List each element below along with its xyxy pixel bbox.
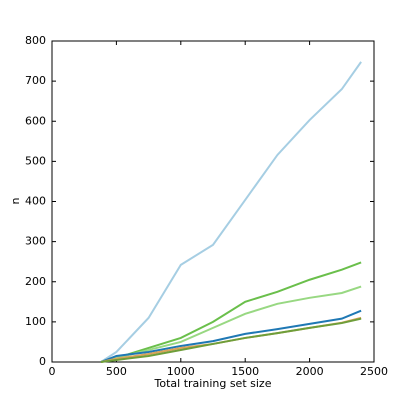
- y-tick-label: 300: [25, 235, 46, 248]
- y-tick-label: 500: [25, 154, 46, 167]
- y-tick-label: 800: [25, 34, 46, 47]
- y-tick-label: 200: [25, 275, 46, 288]
- y-axis-label: n: [9, 197, 22, 204]
- series-line: [100, 309, 362, 363]
- x-tick-label: 500: [106, 365, 127, 378]
- y-tick-label: 600: [25, 114, 46, 127]
- x-tick-label: 1500: [231, 365, 259, 378]
- y-tick-label: 700: [25, 74, 46, 87]
- x-tick-label: 0: [49, 365, 56, 378]
- y-tick-label: 400: [25, 195, 46, 208]
- y-tick-label: 100: [25, 315, 46, 328]
- x-tick-label: 2500: [360, 365, 388, 378]
- y-tick-label: 0: [39, 355, 46, 368]
- series-line: [100, 61, 362, 363]
- x-tick-label: 1000: [167, 365, 195, 378]
- series-line: [100, 317, 362, 363]
- plot-frame: [51, 40, 375, 363]
- x-axis-label: Total training set size: [154, 377, 272, 390]
- x-tick-label: 2000: [296, 365, 324, 378]
- series-line: [100, 261, 362, 363]
